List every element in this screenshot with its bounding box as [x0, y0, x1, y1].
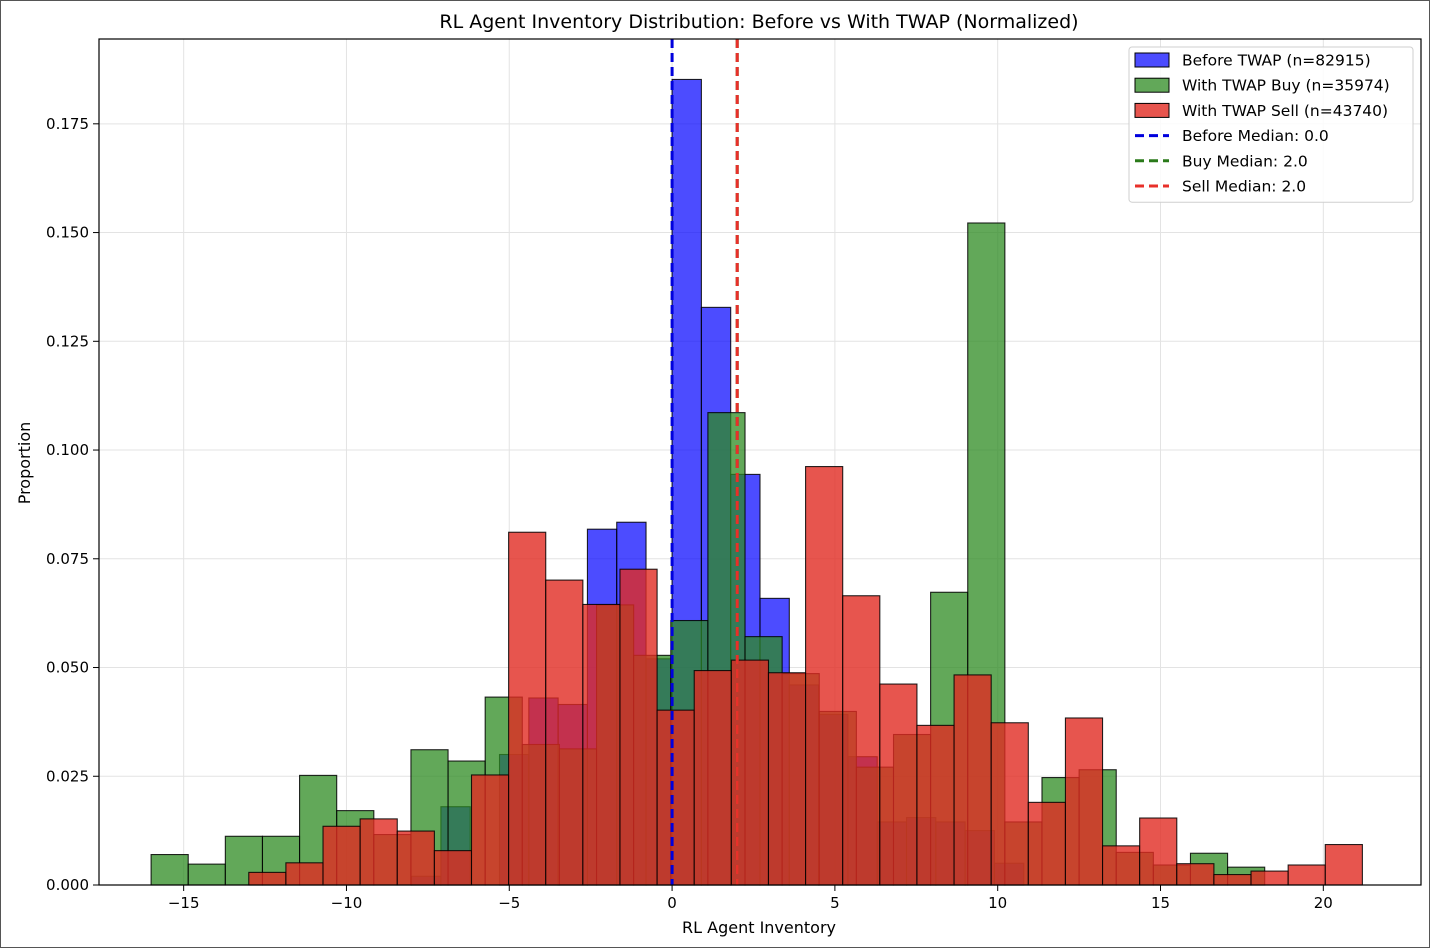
- histogram-bar: [656, 709, 695, 886]
- histogram-bar: [508, 531, 547, 886]
- histogram-bar: [767, 672, 807, 886]
- legend-entry-label: Sell Median: 2.0: [1182, 178, 1306, 196]
- histogram-bar: [916, 724, 955, 886]
- histogram-bars: [150, 78, 1363, 886]
- histogram-bar: [1250, 870, 1289, 886]
- histogram-bar: [285, 862, 324, 886]
- histogram-bar: [470, 774, 510, 886]
- median-lines: [670, 39, 739, 885]
- x-tick-label: 10: [988, 894, 1007, 912]
- legend-entry-label: Before TWAP (n=82915): [1182, 52, 1371, 70]
- x-tick-label: −5: [498, 894, 520, 912]
- histogram-bar: [359, 818, 398, 886]
- histogram-bar: [1027, 801, 1066, 886]
- legend-swatch: [1134, 102, 1170, 118]
- y-tick-label: 0.050: [46, 659, 89, 677]
- histogram-bar: [693, 670, 732, 886]
- legend-entry-label: With TWAP Buy (n=35974): [1182, 77, 1390, 95]
- histogram-bar: [1064, 717, 1104, 886]
- x-axis-label: RL Agent Inventory: [682, 918, 836, 937]
- legend-entry-label: Before Median: 0.0: [1182, 127, 1329, 145]
- histogram-bar: [1176, 863, 1215, 886]
- x-tick-label: −10: [331, 894, 363, 912]
- x-tick-label: 20: [1314, 894, 1333, 912]
- histogram-bar: [842, 595, 881, 886]
- histogram-bar: [396, 830, 435, 886]
- y-tick-label: 0.150: [46, 224, 89, 242]
- legend-box: [1128, 46, 1414, 203]
- y-tick-label: 0.025: [46, 767, 89, 785]
- histogram-bar: [1139, 817, 1178, 886]
- histogram-bar: [150, 854, 189, 886]
- y-tick-label: 0.075: [46, 550, 89, 568]
- histogram-bar: [805, 466, 844, 886]
- axis-ticks: −15 −10 −5 0 5 10 15 20 0.000 0.025 0.050 0.075 0.10…: [46, 115, 1333, 912]
- y-tick-label: 0.125: [46, 332, 89, 350]
- legend-swatch: [1134, 52, 1170, 68]
- legend-entry-label: Buy Median: 2.0: [1182, 152, 1308, 170]
- histogram-bar: [433, 850, 473, 886]
- chart-title: RL Agent Inventory Distribution: Before …: [439, 11, 1078, 33]
- legend-entry-label: With TWAP Sell (n=43740): [1182, 102, 1388, 120]
- histogram-bar: [879, 683, 918, 886]
- y-axis-label: Proportion: [15, 422, 34, 505]
- histogram-bar: [953, 674, 992, 886]
- histogram-bar: [248, 871, 287, 886]
- histogram-bar: [990, 722, 1029, 886]
- histogram-bar: [187, 863, 226, 886]
- y-tick-label: 0.000: [46, 876, 89, 894]
- x-tick-label: 15: [1151, 894, 1170, 912]
- histogram-bar: [1324, 843, 1363, 886]
- histogram-bar: [582, 603, 621, 886]
- histogram-bar: [619, 568, 658, 886]
- y-tick-label: 0.175: [46, 115, 89, 133]
- y-tick-label: 0.100: [46, 441, 89, 459]
- x-tick-label: −15: [168, 894, 200, 912]
- plot-border: [98, 38, 1422, 886]
- x-tick-label: 0: [667, 894, 677, 912]
- legend-swatch: [1134, 77, 1170, 93]
- histogram-bar: [1101, 845, 1141, 886]
- histogram-bar: [322, 825, 361, 886]
- histogram-bar: [1287, 864, 1326, 886]
- x-tick-label: 5: [830, 894, 840, 912]
- legend: Before TWAP (n=82915) With TWAP Buy (n=35…: [1128, 46, 1414, 203]
- series-2-bars: [248, 466, 1363, 886]
- histogram-bar: [1213, 874, 1252, 886]
- histogram-bar: [545, 579, 584, 886]
